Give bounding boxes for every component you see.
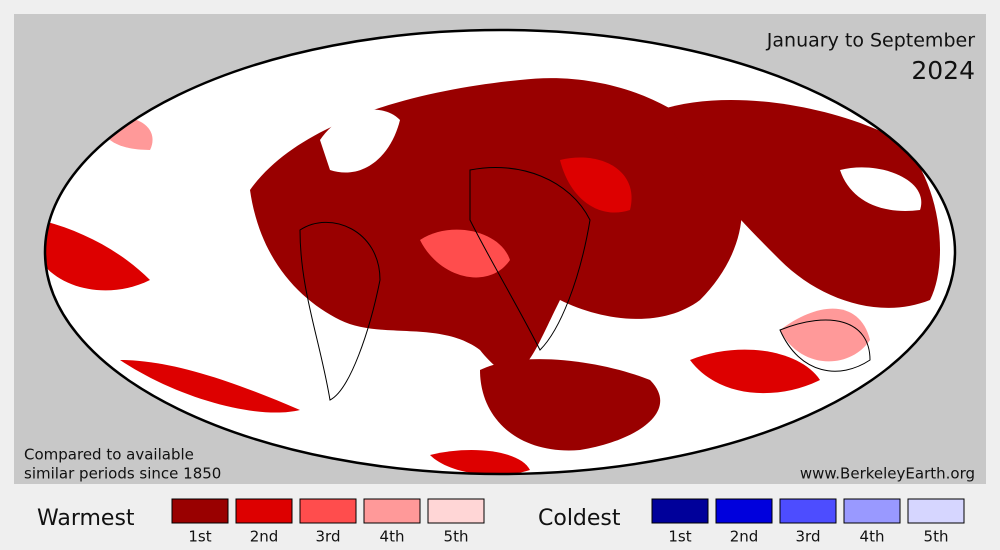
legend-label: 2nd [730, 528, 759, 546]
legend-swatch [907, 498, 965, 524]
legend-label: 4th [380, 528, 405, 546]
legend-label: 2nd [250, 528, 279, 546]
legend-swatch [651, 498, 709, 524]
legend-label: 1st [668, 528, 691, 546]
map [45, 30, 955, 474]
note-line: Compared to available [24, 446, 194, 464]
legend-label: 5th [924, 528, 949, 546]
legend-swatch [299, 498, 357, 524]
legend-title: Warmest [37, 506, 135, 531]
legend-title: Coldest [538, 506, 621, 531]
map-border [43, 28, 957, 476]
period: January to September [766, 30, 975, 52]
legend-swatch [427, 498, 485, 524]
legend-label: 4th [860, 528, 885, 546]
legend-swatch [779, 498, 837, 524]
legend-label: 3rd [316, 528, 341, 546]
legend-swatch [235, 498, 293, 524]
legend-label: 1st [188, 528, 211, 546]
legend-swatch [843, 498, 901, 524]
legend-swatch [171, 498, 229, 524]
note-line: similar periods since 1850 [24, 465, 221, 483]
source: www.BerkeleyEarth.org [800, 465, 975, 483]
legend-swatch [363, 498, 421, 524]
legend-label: 5th [444, 528, 469, 546]
legend-label: 3rd [796, 528, 821, 546]
year: 2024 [911, 56, 975, 85]
legend-swatch [715, 498, 773, 524]
